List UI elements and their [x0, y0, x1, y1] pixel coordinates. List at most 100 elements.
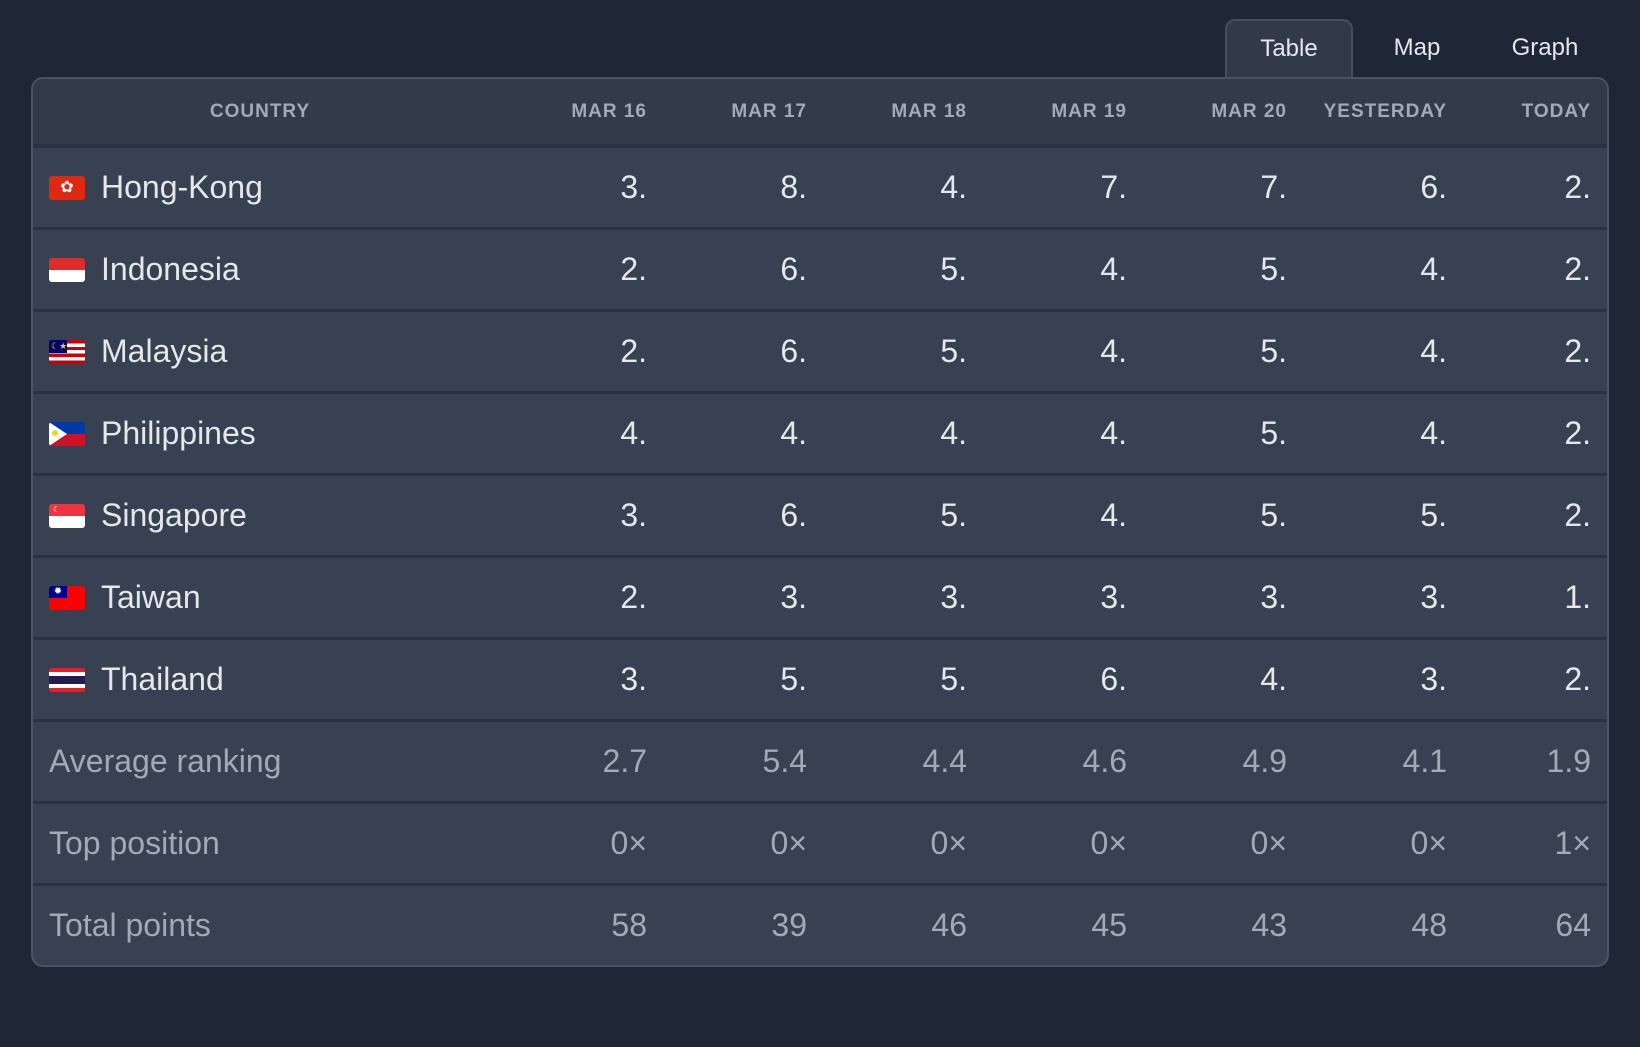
- malaysia-flag-icon: ☾★: [49, 339, 85, 364]
- rank-cell: 5.: [940, 333, 967, 369]
- indonesia-flag-icon: [49, 257, 85, 282]
- rank-cell: 5.: [1260, 497, 1287, 533]
- column-header: MAR 17: [647, 101, 807, 123]
- rank-cell: 5.: [940, 497, 967, 533]
- rank-cell: 3.: [620, 661, 647, 697]
- summary-value: 39: [771, 907, 807, 943]
- summary-row: Average ranking 2.7 5.4 4.4 4.6 4.9 4.1 1.9: [33, 719, 1607, 801]
- country-name: Singapore: [101, 497, 247, 533]
- summary-value: 0×: [1090, 825, 1127, 861]
- summary-value: 64: [1555, 907, 1591, 943]
- rank-cell: 2.: [1564, 661, 1591, 697]
- summary-label: Top position: [49, 825, 220, 861]
- rank-cell: 4.: [1100, 497, 1127, 533]
- thailand-flag-icon: [49, 667, 85, 692]
- summary-label-cell: Average ranking: [33, 743, 487, 780]
- column-header: MAR 18: [807, 101, 967, 123]
- column-header: YESTERDAY: [1287, 101, 1447, 123]
- rank-cell: 3.: [1100, 579, 1127, 615]
- summary-value: 4.6: [1082, 743, 1127, 779]
- country-cell: ✹ Taiwan: [33, 579, 487, 616]
- country-cell: Indonesia: [33, 251, 487, 288]
- view-tabs: Table Map Graph: [1225, 19, 1609, 77]
- rank-cell: 8.: [780, 169, 807, 205]
- rank-cell: 6.: [1100, 661, 1127, 697]
- column-header-label: COUNTRY: [209, 100, 311, 122]
- rank-cell: 7.: [1260, 169, 1287, 205]
- rank-cell: 4.: [1420, 333, 1447, 369]
- summary-value: 0×: [770, 825, 807, 861]
- tab-map[interactable]: Map: [1393, 34, 1441, 61]
- rank-cell: 2.: [1564, 333, 1591, 369]
- summary-label-cell: Total points: [33, 907, 487, 944]
- rank-cell: 2.: [1564, 251, 1591, 287]
- summary-label: Average ranking: [49, 743, 282, 779]
- summary-value: 5.4: [762, 743, 807, 779]
- rank-cell: 4.: [1100, 333, 1127, 369]
- rank-cell: 3.: [620, 497, 647, 533]
- rank-cell: 6.: [780, 251, 807, 287]
- table-row: ☾★ Malaysia 2. 6. 5. 4. 5. 4. 2.: [33, 309, 1607, 391]
- column-header-label: MAR 16: [571, 100, 647, 122]
- rank-cell: 1.: [1564, 579, 1591, 615]
- summary-label-cell: Top position: [33, 825, 487, 862]
- rank-cell: 2.: [1564, 415, 1591, 451]
- country-cell: ☾ Singapore: [33, 497, 487, 534]
- summary-value: 43: [1251, 907, 1287, 943]
- summary-value: 0×: [1250, 825, 1287, 861]
- rank-cell: 2.: [1564, 497, 1591, 533]
- rank-cell: 4.: [1100, 251, 1127, 287]
- table-row: ✹ Taiwan 2. 3. 3. 3. 3. 3. 1.: [33, 555, 1607, 637]
- country-name: Hong-Kong: [101, 169, 263, 205]
- rank-cell: 5.: [1260, 333, 1287, 369]
- rank-cell: 4.: [1420, 415, 1447, 451]
- rank-cell: 5.: [780, 661, 807, 697]
- summary-value: 4.9: [1242, 743, 1287, 779]
- country-name: Taiwan: [101, 579, 201, 615]
- rank-cell: 4.: [940, 415, 967, 451]
- summary-value: 46: [931, 907, 967, 943]
- rank-cell: 4.: [620, 415, 647, 451]
- country-name: Thailand: [101, 661, 224, 697]
- column-header: TODAY: [1447, 101, 1607, 123]
- column-header-label: MAR 18: [891, 100, 967, 122]
- rank-cell: 5.: [1260, 251, 1287, 287]
- rank-cell: 3.: [1420, 661, 1447, 697]
- column-header: MAR 16: [487, 101, 647, 123]
- summary-value: 4.1: [1402, 743, 1447, 779]
- summary-value: 2.7: [602, 743, 647, 779]
- taiwan-flag-icon: ✹: [49, 585, 85, 610]
- rank-cell: 6.: [1420, 169, 1447, 205]
- summary-value: 48: [1411, 907, 1447, 943]
- country-name: Philippines: [101, 415, 256, 451]
- country-cell: ☾★ Malaysia: [33, 333, 487, 370]
- rank-cell: 4.: [780, 415, 807, 451]
- rank-cell: 4.: [1100, 415, 1127, 451]
- rank-cell: 6.: [780, 333, 807, 369]
- summary-row: Total points 58 39 46 45 43 48 64: [33, 883, 1607, 965]
- philippines-flag-icon: [49, 421, 85, 446]
- table-row: Indonesia 2. 6. 5. 4. 5. 4. 2.: [33, 227, 1607, 309]
- rank-cell: 4.: [1260, 661, 1287, 697]
- column-header-label: YESTERDAY: [1323, 100, 1447, 122]
- rank-cell: 3.: [1420, 579, 1447, 615]
- column-header-label: TODAY: [1521, 100, 1591, 122]
- summary-value: 0×: [930, 825, 967, 861]
- column-header-label: MAR 20: [1211, 100, 1287, 122]
- rankings-table: COUNTRY MAR 16 MAR 17 MAR 18 MAR 19 MAR 20 YES…: [31, 77, 1609, 967]
- rank-cell: 2.: [620, 251, 647, 287]
- summary-value: 0×: [1410, 825, 1447, 861]
- rank-cell: 2.: [620, 333, 647, 369]
- singapore-flag-icon: ☾: [49, 503, 85, 528]
- country-name: Malaysia: [101, 333, 228, 369]
- tab-graph[interactable]: Graph: [1511, 34, 1579, 61]
- country-cell: Philippines: [33, 415, 487, 452]
- rank-cell: 4.: [940, 169, 967, 205]
- table-row: Philippines 4. 4. 4. 4. 5. 4. 2.: [33, 391, 1607, 473]
- country-cell: ✿ Hong-Kong: [33, 169, 487, 206]
- rank-cell: 2.: [1564, 169, 1591, 205]
- rank-cell: 3.: [780, 579, 807, 615]
- tab-table[interactable]: Table: [1225, 19, 1353, 77]
- rank-cell: 7.: [1100, 169, 1127, 205]
- column-header-label: MAR 19: [1051, 100, 1127, 122]
